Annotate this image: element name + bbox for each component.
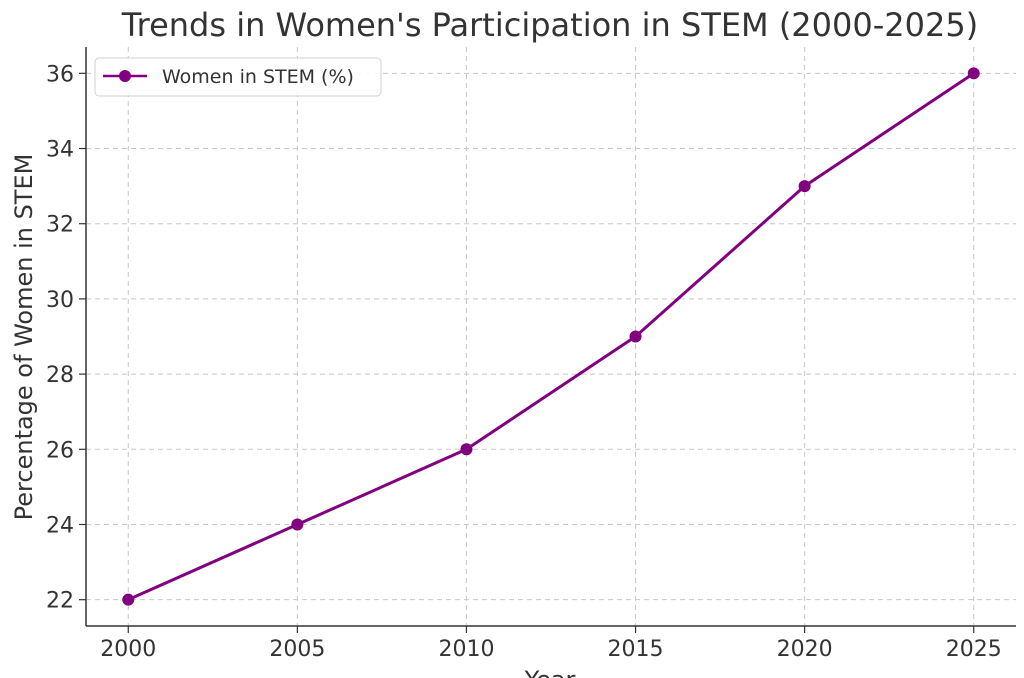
grid (86, 47, 1016, 626)
data-point (460, 443, 473, 456)
data-point (629, 330, 642, 343)
series-line (127, 72, 975, 602)
legend-marker-swatch (119, 70, 131, 82)
x-tick-label: 2000 (100, 637, 156, 662)
data-point (798, 180, 811, 193)
x-tick-label: 2020 (777, 637, 833, 662)
legend-box (94, 57, 382, 97)
legend: Women in STEM (%) (94, 57, 382, 97)
series-markers (122, 67, 980, 606)
y-tick-label: 36 (46, 62, 74, 87)
y-tick-label: 22 (46, 589, 74, 614)
axes (85, 47, 1016, 627)
data-point (967, 67, 980, 80)
y-tick-label: 26 (46, 438, 74, 463)
x-tick-label: 2005 (269, 637, 325, 662)
x-tick-label: 2015 (608, 637, 664, 662)
y-tick-label: 24 (46, 513, 74, 538)
x-tick-label: 2010 (438, 637, 494, 662)
x-axis-label: Year (524, 666, 576, 678)
legend-label: Women in STEM (%) (162, 66, 354, 88)
y-tick-label: 34 (46, 138, 74, 163)
y-tick-label: 28 (46, 363, 74, 388)
y-tick-label: 32 (46, 213, 74, 238)
x-tick-label: 2025 (946, 637, 1002, 662)
chart-title: Trends in Women's Participation in STEM … (121, 6, 978, 44)
data-point (122, 593, 135, 606)
series-line-layer (127, 72, 975, 602)
x-ticks: 2000 2005 2010 2015 2020 2025 (100, 626, 1002, 662)
y-axis-label: Percentage of Women in STEM (10, 154, 38, 521)
y-ticks: 22 24 26 28 30 32 34 36 (46, 62, 86, 614)
data-point (291, 518, 304, 531)
y-tick-label: 30 (46, 288, 74, 313)
